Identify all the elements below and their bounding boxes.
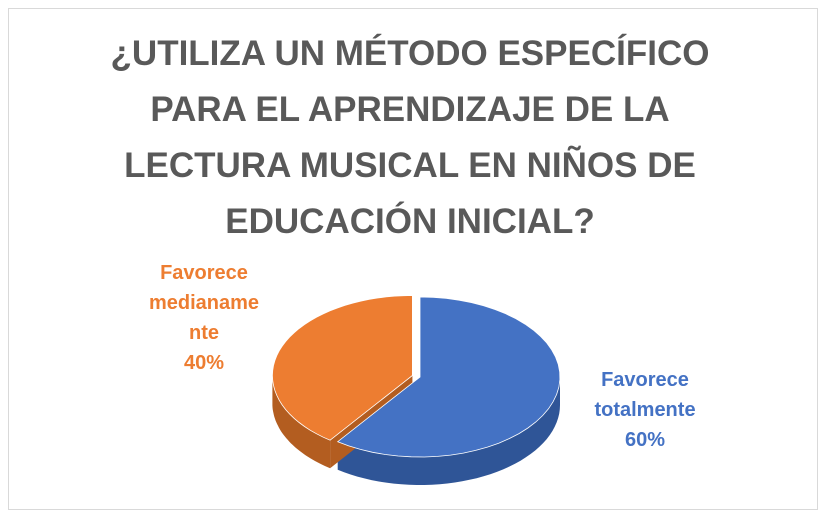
value-label: 60% bbox=[624, 429, 666, 451]
pie-slice bbox=[336, 296, 561, 458]
slice-side bbox=[337, 377, 560, 485]
category-label: Favorece medianamente bbox=[148, 262, 260, 344]
value-label: 40% bbox=[183, 352, 225, 374]
slice-side bbox=[272, 375, 331, 469]
data-label: Favorece totalmente 60% bbox=[580, 365, 710, 455]
category-label: Favorece totalmente bbox=[594, 369, 696, 421]
pie-slice bbox=[271, 295, 413, 441]
data-label: Favorece medianamente 40% bbox=[145, 258, 263, 378]
chart-title: ¿UTILIZA UN MÉTODO ESPECÍFICO PARA EL AP… bbox=[110, 34, 710, 241]
